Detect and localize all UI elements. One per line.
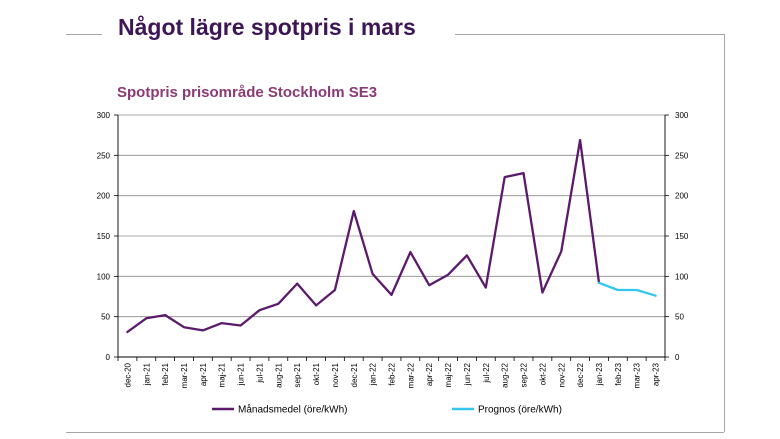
series-lines: [126, 138, 657, 334]
y-tick-left-300: 300: [97, 111, 111, 120]
x-tick-sep-22: sep-22: [520, 362, 529, 387]
y-tick-left-0: 0: [106, 353, 111, 362]
y-tick-right-50: 50: [675, 313, 684, 322]
y-tick-left-200: 200: [97, 192, 111, 201]
x-tick-feb-21: feb-21: [161, 362, 170, 385]
title-rule-left: [66, 34, 102, 35]
x-tick-apr-21: apr-21: [199, 362, 208, 386]
slide-title: Något lägre spotpris i mars: [118, 14, 416, 40]
x-tick-apr-23: apr-23: [652, 362, 661, 386]
x-tick-sep-21: sep-21: [293, 362, 302, 387]
x-tick-jan-23: jan-23: [595, 362, 604, 386]
x-tick-dec-21: dec-21: [350, 362, 359, 387]
x-tick-maj-21: maj-21: [218, 362, 227, 387]
y-tick-right-150: 150: [675, 232, 689, 241]
series-line-2: [597, 281, 657, 297]
x-tick-okt-22: okt-22: [538, 362, 547, 385]
frame-rule-right: [724, 34, 725, 432]
x-tick-mar-21: mar-21: [180, 362, 189, 388]
x-tick-maj-22: maj-22: [444, 362, 453, 387]
x-tick-feb-22: feb-22: [388, 362, 397, 385]
bottom-rule: [66, 432, 724, 433]
x-tick-jan-22: jan-22: [369, 362, 378, 386]
y-tick-left-50: 50: [101, 313, 110, 322]
y-tick-left-150: 150: [97, 232, 111, 241]
x-tick-jun-22: jun-22: [463, 362, 472, 386]
x-tick-feb-23: feb-23: [614, 362, 623, 385]
x-tick-jan-21: jan-21: [142, 362, 151, 386]
y-tick-right-100: 100: [675, 272, 689, 281]
legend-label-2: Prognos (öre/kWh): [478, 405, 562, 416]
legend-label-1: Månadsmedel (öre/kWh): [238, 404, 347, 416]
x-tick-jun-21: jun-21: [237, 362, 246, 386]
x-tick-mar-23: mar-23: [633, 362, 642, 388]
title-rule-right: [455, 34, 725, 35]
x-tick-dec-22: dec-22: [576, 362, 585, 387]
x-tick-jul-22: jul-22: [482, 362, 491, 383]
y-tick-left-100: 100: [97, 272, 111, 281]
y-axis-right-ticks: 0 50 100 150 200 250 300: [665, 111, 689, 362]
x-tick-aug-21: aug-21: [274, 362, 283, 387]
x-tick-apr-22: apr-22: [425, 362, 434, 386]
gridlines: [118, 114, 665, 318]
series-line-1: [126, 138, 601, 334]
x-tick-nov-21: nov-21: [331, 362, 340, 387]
y-tick-right-300: 300: [675, 111, 689, 120]
x-tick-dec-20: dec-20: [123, 362, 132, 387]
y-tick-right-250: 250: [675, 151, 689, 160]
x-tick-mar-22: mar-22: [406, 362, 415, 388]
x-tick-aug-22: aug-22: [501, 362, 510, 387]
y-tick-right-200: 200: [675, 192, 689, 201]
x-tick-jul-21: jul-21: [255, 362, 264, 383]
y-tick-right-0: 0: [675, 353, 680, 362]
x-tick-nov-22: nov-22: [557, 362, 566, 387]
x-axis-ticks: dec-20 jan-21 feb-21 mar-21 apr-21 maj-21 jun-…: [117, 357, 666, 388]
y-axis-left-ticks: 0 50 100 150 200 250 300: [97, 111, 118, 362]
x-tick-okt-21: okt-21: [312, 362, 321, 385]
chart-title: Spotpris prisområde Stockholm SE3: [117, 84, 378, 101]
y-tick-left-250: 250: [97, 151, 111, 160]
legend: Månadsmedel (öre/kWh) Prognos (öre/kWh): [212, 404, 562, 416]
